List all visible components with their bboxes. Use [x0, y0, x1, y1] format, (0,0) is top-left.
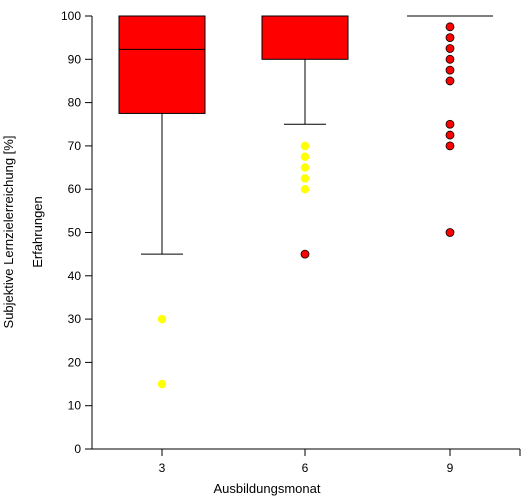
outliers [157, 22, 455, 389]
outlier-point [445, 44, 455, 53]
outlier-point [445, 228, 455, 237]
y-axis-title-secondary: Erfahrungen [30, 196, 45, 268]
outlier-point [300, 249, 310, 259]
y-axis: 0 10 20 30 40 50 60 70 80 90 100 [61, 9, 92, 456]
x-tick-label: 9 [447, 461, 454, 475]
outlier-point [445, 141, 455, 151]
outlier-point [445, 54, 455, 64]
x-axis: 3 6 9 [159, 449, 454, 475]
x-axis-title: Ausbildungsmonat [214, 481, 321, 496]
outlier-point [300, 141, 310, 151]
y-tick-label: 90 [68, 52, 82, 66]
outlier-point [445, 22, 455, 32]
y-tick-label: 80 [68, 96, 82, 110]
outlier-point [300, 174, 310, 183]
x-tick-label: 6 [302, 461, 309, 475]
y-tick-label: 0 [74, 442, 81, 456]
outlier-point [300, 184, 310, 194]
box-6 [261, 15, 349, 125]
y-tick-label: 30 [68, 312, 82, 326]
outlier-point [445, 33, 455, 43]
outlier-point [445, 65, 455, 75]
outlier-point [445, 119, 455, 129]
outlier-point [300, 152, 310, 161]
outlier-point [445, 130, 455, 140]
box-iqr [261, 15, 349, 60]
y-tick-label: 70 [68, 139, 82, 153]
box-iqr [118, 15, 206, 114]
y-tick-label: 10 [68, 399, 82, 413]
outlier-point [300, 163, 310, 172]
boxes [118, 15, 493, 255]
y-tick-label: 60 [68, 182, 82, 196]
y-tick-label: 40 [68, 269, 82, 283]
y-axis-title: Subjektive Lernzielerreichung [%] [1, 136, 16, 329]
outlier-point [445, 76, 455, 86]
x-tick-label: 3 [159, 461, 166, 475]
y-tick-label: 50 [68, 226, 82, 240]
y-tick-label: 100 [61, 9, 81, 23]
y-tick-label: 20 [68, 355, 82, 369]
box-3 [118, 15, 206, 255]
outlier-point [157, 379, 167, 389]
outlier-point [157, 314, 167, 324]
